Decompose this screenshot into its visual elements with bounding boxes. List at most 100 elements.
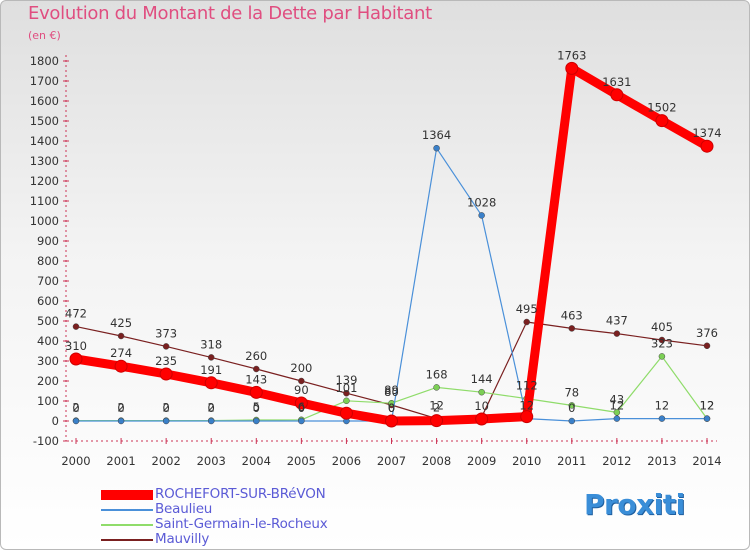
data-point-rochefort-2000	[69, 352, 83, 366]
data-label-beaulieu-2002: 0	[162, 401, 169, 415]
data-point-rochefort-2007	[385, 414, 398, 428]
data-point-saint-germain-2009	[478, 388, 485, 396]
data-label-beaulieu-2004: 0	[253, 401, 260, 415]
data-point-beaulieu-2008	[433, 144, 440, 152]
y-tick-label-0: -100	[33, 434, 59, 448]
legend-label-beaulieu: Beaulieu	[155, 501, 213, 517]
data-point-rochefort-2010	[520, 410, 534, 424]
data-label-saint-germain-2005: 6	[298, 400, 305, 414]
data-point-mauvilly-2012	[613, 330, 621, 337]
data-point-rochefort-2005	[294, 396, 308, 410]
data-label-saint-germain-2013: 323	[651, 336, 673, 350]
series-line-beaulieu	[75, 147, 708, 422]
data-label-mauvilly-2013: 405	[651, 320, 673, 334]
data-label-mauvilly-2010: 495	[516, 302, 538, 316]
data-label-saint-germain-2009: 144	[471, 372, 493, 386]
data-label-rochefort-2009: 10	[474, 399, 489, 413]
x-tick-label-1: 2001	[106, 454, 135, 468]
data-label-rochefort-2002: 235	[155, 354, 177, 368]
data-label-rochefort-2013: 1502	[647, 101, 676, 115]
data-point-rochefort-2009	[475, 412, 489, 426]
y-tick-label-15: 1400	[30, 134, 59, 148]
x-tick-label-0: 2000	[61, 454, 90, 468]
data-point-beaulieu-2003	[207, 417, 215, 425]
y-tick-label-3: 200	[37, 374, 59, 388]
data-label-beaulieu-2013: 12	[655, 399, 670, 413]
data-label-saint-germain-2010: 112	[516, 379, 538, 393]
data-point-beaulieu-2000	[72, 417, 80, 425]
data-point-rochefort-2003	[204, 376, 218, 390]
data-label-rochefort-2012: 1631	[602, 75, 631, 89]
data-label-beaulieu-2014: 12	[700, 399, 715, 413]
data-point-saint-germain-2011	[568, 402, 576, 409]
data-label-mauvilly-2001: 425	[110, 316, 132, 330]
data-label-beaulieu-2001: 0	[117, 401, 124, 415]
data-point-mauvilly-2010	[523, 318, 530, 326]
data-label-mauvilly-2002: 373	[155, 326, 177, 340]
data-point-mauvilly-2001	[117, 332, 125, 340]
chart-unit-label: (en €)	[28, 29, 61, 42]
data-label-saint-germain-2012: 43	[610, 392, 625, 406]
data-point-mauvilly-2004	[253, 365, 260, 373]
x-tick-label-14: 2014	[692, 454, 721, 468]
data-point-rochefort-2008	[430, 414, 444, 428]
x-tick-label-2: 2002	[152, 454, 181, 468]
data-label-rochefort-2014: 1374	[692, 126, 721, 140]
x-tick-label-10: 2010	[512, 454, 541, 468]
data-label-mauvilly-2012: 437	[606, 314, 628, 328]
data-label-rochefort-2005: 90	[294, 383, 309, 397]
data-label-beaulieu-2008: 1364	[422, 128, 451, 142]
data-label-rochefort-2004: 143	[245, 372, 267, 386]
data-point-beaulieu-2005	[298, 417, 305, 425]
data-label-rochefort-2003: 191	[200, 363, 222, 377]
x-tick-label-12: 2012	[602, 454, 631, 468]
x-tick-label-8: 2008	[422, 454, 451, 468]
data-point-rochefort-2004	[249, 385, 263, 399]
data-label-beaulieu-2005: 0	[298, 401, 305, 415]
x-tick-label-4: 2004	[242, 454, 271, 468]
data-label-beaulieu-2009: 1028	[467, 195, 496, 209]
y-tick-label-19: 1800	[30, 54, 59, 68]
data-point-beaulieu-2011	[568, 417, 576, 425]
data-point-mauvilly-2011	[568, 325, 576, 332]
x-tick-label-5: 2005	[287, 454, 316, 468]
data-label-saint-germain-2014: 12	[700, 399, 715, 413]
data-point-beaulieu-2002	[162, 417, 170, 425]
data-label-saint-germain-2007: 89	[384, 383, 399, 397]
data-point-rochefort-2012	[610, 88, 624, 102]
data-point-beaulieu-2004	[253, 417, 260, 425]
data-point-beaulieu-2014	[703, 415, 711, 422]
y-tick-label-9: 800	[37, 254, 59, 268]
legend-swatch-saint-germain	[101, 524, 153, 526]
data-label-rochefort-2008: 2	[433, 401, 440, 415]
data-label-rochefort-2011: 1763	[557, 48, 586, 62]
data-label-mauvilly-2008: 12	[429, 399, 444, 413]
y-tick-label-14: 1300	[30, 154, 59, 168]
y-tick-label-2: 100	[37, 394, 59, 408]
x-tick-label-13: 2013	[647, 454, 676, 468]
y-tick-label-16: 1500	[30, 114, 59, 128]
y-tick-label-8: 700	[37, 274, 59, 288]
data-label-beaulieu-2011: 0	[568, 401, 575, 415]
data-label-mauvilly-2006: 139	[335, 373, 357, 387]
data-label-saint-germain-2001: 2	[117, 401, 124, 415]
data-label-saint-germain-2002: 2	[162, 401, 169, 415]
legend-label-rochefort: ROCHEFORT-SUR-BRéVON	[155, 486, 326, 502]
data-label-beaulieu-2003: 0	[208, 401, 215, 415]
data-point-mauvilly-2003	[207, 354, 215, 361]
legend-swatch-rochefort	[101, 490, 153, 500]
legend-swatch-mauvilly	[101, 539, 153, 541]
data-label-rochefort-2001: 274	[110, 346, 132, 360]
data-point-beaulieu-2013	[658, 415, 666, 422]
data-label-saint-germain-2011: 78	[564, 385, 579, 399]
data-point-saint-germain-2006	[343, 397, 350, 405]
legend-label-mauvilly: Mauvilly	[155, 531, 210, 547]
y-tick-label-6: 500	[37, 314, 59, 328]
data-point-beaulieu-2009	[478, 212, 485, 219]
data-point-rochefort-2006	[339, 406, 353, 420]
brand-logo: Proxiti	[584, 488, 685, 521]
data-point-rochefort-2002	[159, 367, 173, 381]
y-tick-label-4: 300	[37, 354, 59, 368]
y-tick-label-18: 1700	[30, 74, 59, 88]
